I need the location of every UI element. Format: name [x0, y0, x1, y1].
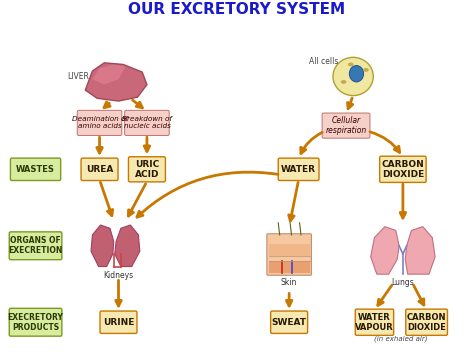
- Text: Skin: Skin: [281, 278, 297, 288]
- Text: SWEAT: SWEAT: [272, 318, 307, 327]
- FancyBboxPatch shape: [77, 110, 122, 136]
- Text: ORGANS OF
EXECRETION: ORGANS OF EXECRETION: [9, 236, 63, 256]
- Bar: [269, 261, 310, 273]
- Text: Kidneys: Kidneys: [103, 271, 134, 280]
- FancyBboxPatch shape: [10, 158, 61, 180]
- Polygon shape: [92, 65, 126, 84]
- Text: CARBON
DIOXIDE: CARBON DIOXIDE: [407, 312, 447, 332]
- Ellipse shape: [363, 68, 369, 72]
- FancyBboxPatch shape: [125, 110, 169, 136]
- Text: (in exhaled air): (in exhaled air): [374, 335, 427, 342]
- FancyBboxPatch shape: [81, 158, 118, 180]
- Text: URINE: URINE: [103, 318, 134, 327]
- Polygon shape: [91, 225, 114, 267]
- FancyBboxPatch shape: [322, 113, 370, 138]
- Text: EXECRETORY
PRODUCTS: EXECRETORY PRODUCTS: [8, 312, 64, 332]
- FancyBboxPatch shape: [406, 309, 447, 335]
- Ellipse shape: [348, 62, 354, 66]
- Ellipse shape: [333, 58, 374, 95]
- Circle shape: [349, 66, 364, 82]
- Text: Breakdown of
nucleic acids: Breakdown of nucleic acids: [122, 116, 172, 129]
- FancyBboxPatch shape: [128, 157, 165, 182]
- Polygon shape: [115, 225, 140, 267]
- Text: CARBON
DIOXIDE: CARBON DIOXIDE: [382, 160, 424, 179]
- FancyBboxPatch shape: [356, 309, 393, 335]
- FancyBboxPatch shape: [267, 234, 311, 275]
- Text: Cellular
respiration: Cellular respiration: [325, 116, 367, 135]
- FancyBboxPatch shape: [9, 308, 62, 336]
- Bar: [269, 244, 310, 256]
- FancyBboxPatch shape: [380, 156, 426, 182]
- Text: URIC
ACID: URIC ACID: [135, 160, 159, 179]
- FancyBboxPatch shape: [100, 311, 137, 333]
- Text: WATER: WATER: [281, 165, 316, 174]
- Text: OUR EXCRETORY SYSTEM: OUR EXCRETORY SYSTEM: [128, 2, 346, 17]
- FancyBboxPatch shape: [278, 158, 319, 180]
- Text: WASTES: WASTES: [16, 165, 55, 174]
- Polygon shape: [405, 226, 435, 274]
- Polygon shape: [85, 63, 147, 101]
- Ellipse shape: [341, 80, 346, 84]
- Text: WATER
VAPOUR: WATER VAPOUR: [355, 312, 394, 332]
- Text: Lungs: Lungs: [392, 278, 414, 288]
- Polygon shape: [371, 226, 399, 274]
- FancyBboxPatch shape: [9, 232, 62, 260]
- Text: Deamination of
amino acids: Deamination of amino acids: [72, 116, 128, 129]
- Text: UREA: UREA: [86, 165, 113, 174]
- Text: All cells: All cells: [309, 57, 338, 66]
- FancyBboxPatch shape: [271, 311, 308, 333]
- Text: LIVER: LIVER: [67, 72, 89, 81]
